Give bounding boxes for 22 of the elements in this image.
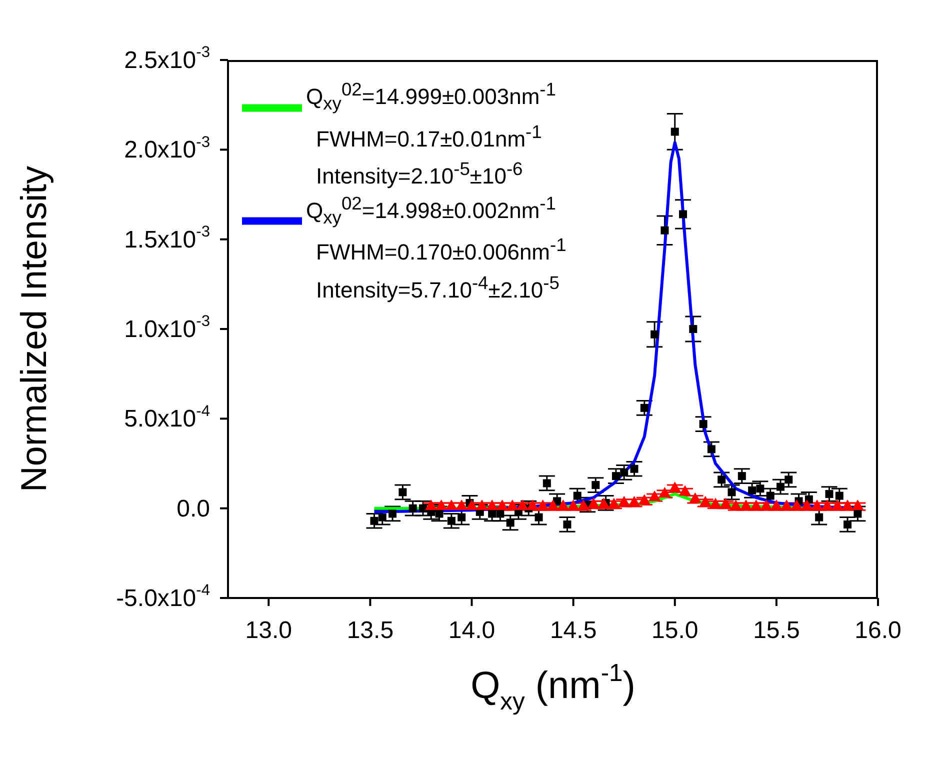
x-tick-label: 14.0 bbox=[448, 617, 496, 644]
y-tick-label: 2.0x10$^{-3}$ bbox=[124, 134, 210, 164]
y-tick-label: 5.0x10$^{-4}$ bbox=[124, 402, 210, 433]
y-tick-label: -5.0x10$^{-4}$ bbox=[116, 582, 210, 612]
annotation: FWHM=0.170±0.006nm$^{-1}$ bbox=[316, 232, 566, 266]
annotation: Intensity=2.10$^{-5}$±10$^{-6}$ bbox=[316, 157, 524, 191]
y-tick-label: 0.0 bbox=[176, 495, 210, 522]
y-tick-label: 2.5x10$^{-3}$ bbox=[124, 44, 210, 74]
annotation: FWHM=0.17±0.01nm$^{-1}$ bbox=[316, 120, 543, 153]
legend-label: Q$_{xy}$$^{02}$=14.998±0.002nm$^{-1}$ bbox=[306, 192, 556, 228]
x-tick-label: 13.0 bbox=[245, 617, 292, 644]
x-tick-label: 14.5 bbox=[550, 617, 597, 644]
x-tick-label: 16.0 bbox=[854, 617, 902, 644]
y-tick-label: 1.0x10$^{-3}$ bbox=[124, 313, 210, 343]
annotation: Intensity=5.7.10$^{-4}$±2.10$^{-5}$ bbox=[316, 270, 560, 304]
y-axis-title: Normalized Intensity bbox=[13, 166, 54, 492]
x-tick-label: 15.0 bbox=[652, 617, 698, 644]
legend-label: Q$_{xy}$$^{02}$=14.999±0.003nm$^{-1}$ bbox=[306, 79, 556, 114]
x-tick-label: 13.5 bbox=[346, 617, 394, 644]
y-tick-label: 1.5x10$^{-3}$ bbox=[124, 224, 210, 254]
x-axis-title: Q$_{xy}$ (nm$^{-1}$) bbox=[470, 660, 636, 716]
x-tick-label: 15.5 bbox=[753, 617, 800, 644]
